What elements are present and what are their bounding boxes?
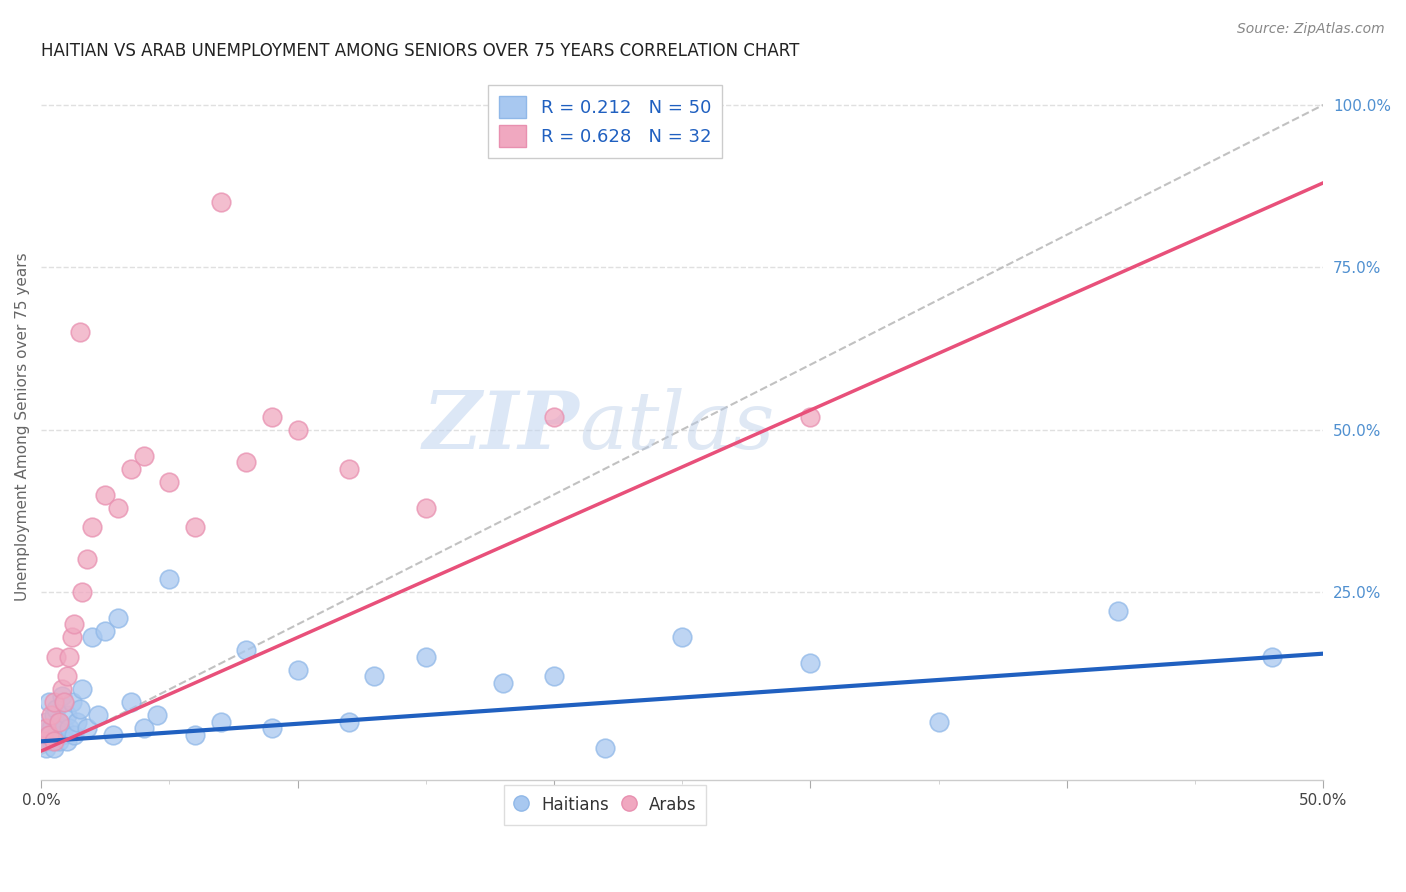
- Point: [38, 728, 60, 742]
- Point: [76, 722, 98, 736]
- Point: [42, 708, 65, 723]
- Point: [157, 572, 180, 586]
- Point: [32, 734, 55, 748]
- Point: [363, 669, 385, 683]
- Point: [55, 708, 77, 723]
- Point: [69, 702, 91, 716]
- Point: [41, 722, 63, 736]
- Point: [1107, 604, 1129, 618]
- Point: [120, 695, 142, 709]
- Point: [287, 663, 309, 677]
- Point: [82, 520, 104, 534]
- Point: [209, 195, 232, 210]
- Point: [63, 728, 86, 742]
- Point: [928, 714, 950, 729]
- Point: [60, 631, 83, 645]
- Point: [41, 708, 63, 723]
- Point: [799, 409, 821, 424]
- Point: [184, 520, 207, 534]
- Point: [671, 631, 693, 645]
- Text: HAITIAN VS ARAB UNEMPLOYMENT AMONG SENIORS OVER 75 YEARS CORRELATION CHART: HAITIAN VS ARAB UNEMPLOYMENT AMONG SENIO…: [41, 42, 800, 60]
- Point: [38, 695, 60, 709]
- Point: [51, 689, 73, 703]
- Y-axis label: Unemployment Among Seniors over 75 years: Unemployment Among Seniors over 75 years: [15, 252, 30, 600]
- Text: atlas: atlas: [579, 388, 775, 465]
- Point: [66, 714, 89, 729]
- Point: [48, 734, 70, 748]
- Point: [94, 487, 117, 501]
- Point: [41, 734, 63, 748]
- Point: [260, 722, 283, 736]
- Point: [38, 728, 60, 742]
- Point: [107, 500, 129, 515]
- Point: [69, 325, 91, 339]
- Point: [120, 461, 142, 475]
- Point: [543, 669, 565, 683]
- Point: [53, 695, 76, 709]
- Point: [145, 708, 167, 723]
- Point: [32, 734, 55, 748]
- Text: ZIP: ZIP: [423, 388, 579, 465]
- Point: [415, 649, 437, 664]
- Point: [593, 740, 616, 755]
- Point: [543, 409, 565, 424]
- Point: [60, 695, 83, 709]
- Point: [209, 714, 232, 729]
- Point: [55, 734, 77, 748]
- Point: [58, 649, 80, 664]
- Point: [42, 740, 65, 755]
- Point: [492, 676, 515, 690]
- Point: [70, 682, 93, 697]
- Point: [45, 702, 67, 716]
- Point: [132, 449, 155, 463]
- Point: [235, 455, 257, 469]
- Point: [287, 423, 309, 437]
- Point: [82, 631, 104, 645]
- Point: [415, 500, 437, 515]
- Point: [101, 728, 124, 742]
- Point: [35, 722, 58, 736]
- Point: [76, 552, 98, 566]
- Text: Source: ZipAtlas.com: Source: ZipAtlas.com: [1237, 22, 1385, 37]
- Point: [51, 682, 73, 697]
- Point: [35, 714, 58, 729]
- Point: [799, 657, 821, 671]
- Point: [55, 669, 77, 683]
- Point: [337, 714, 360, 729]
- Point: [86, 708, 108, 723]
- Point: [58, 722, 80, 736]
- Point: [1261, 649, 1284, 664]
- Point: [42, 695, 65, 709]
- Point: [157, 475, 180, 489]
- Point: [107, 611, 129, 625]
- Point: [45, 649, 67, 664]
- Point: [45, 728, 67, 742]
- Point: [63, 617, 86, 632]
- Point: [94, 624, 117, 638]
- Point: [260, 409, 283, 424]
- Point: [184, 728, 207, 742]
- Point: [235, 643, 257, 657]
- Point: [53, 722, 76, 736]
- Point: [35, 740, 58, 755]
- Point: [42, 734, 65, 748]
- Point: [70, 585, 93, 599]
- Point: [51, 728, 73, 742]
- Point: [337, 461, 360, 475]
- Point: [132, 722, 155, 736]
- Legend: Haitians, Arabs: Haitians, Arabs: [505, 785, 706, 825]
- Point: [48, 714, 70, 729]
- Point: [48, 714, 70, 729]
